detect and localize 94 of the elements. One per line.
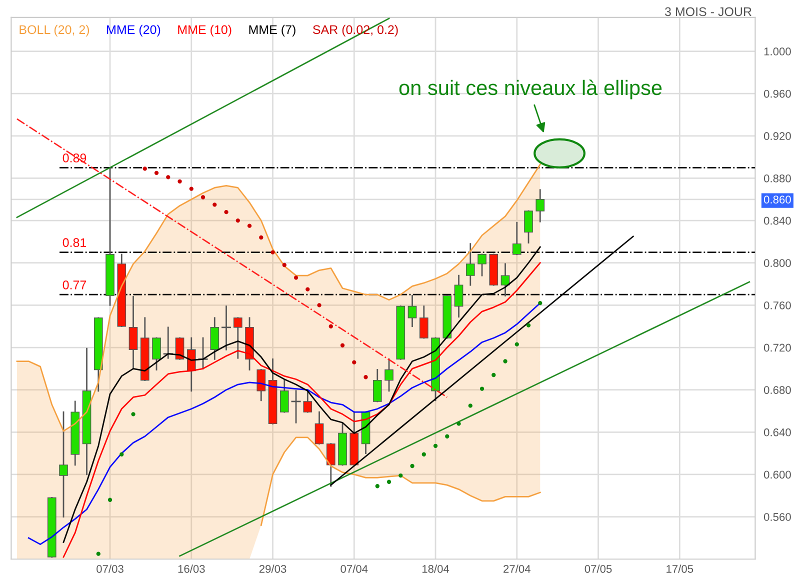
candlestick: [384, 358, 394, 392]
y-tick-label: 0.880: [764, 174, 791, 182]
point: [294, 276, 298, 280]
point: [154, 170, 159, 176]
candlestick: [408, 294, 417, 328]
point: [108, 498, 112, 502]
candlestick: [524, 210, 533, 244]
ref-line-label: 0.77: [62, 280, 86, 290]
candlestick: [326, 443, 336, 487]
point: [422, 452, 426, 456]
point: [236, 218, 240, 223]
point: [282, 262, 286, 268]
x-tick-label: 07/03: [96, 564, 124, 573]
ref-line-label: 0.81: [62, 238, 86, 248]
point: [480, 386, 484, 391]
point: [166, 175, 170, 180]
candlestick: [128, 296, 138, 370]
candlestick: [478, 254, 486, 276]
x-tick-label: 27/04: [504, 564, 530, 573]
chart-subtitle: 3 MOIS - JOUR: [664, 7, 752, 16]
text: BOLL (20, 2): [20, 24, 90, 37]
point: [398, 473, 403, 478]
candlestick: [466, 243, 475, 286]
y-tick-label: 0.760: [764, 301, 791, 310]
candlestick: [256, 369, 266, 402]
point: [120, 452, 124, 456]
x-tick-label: 18/04: [422, 564, 450, 573]
y-tick-label: 1.000: [764, 48, 791, 56]
x-tick-label: 29/03: [259, 564, 286, 573]
candlestick: [372, 369, 382, 402]
point: [433, 444, 438, 448]
point: [224, 210, 228, 214]
y-tick-label: 0.600: [764, 470, 791, 479]
point: [468, 404, 472, 408]
x-tick-label: 07/05: [584, 564, 612, 573]
point: [445, 434, 450, 438]
y-tick-label: 0.560: [764, 513, 791, 521]
point: [189, 186, 194, 191]
point: [386, 480, 392, 484]
candlestick: [419, 306, 428, 339]
candlestick: [210, 317, 220, 360]
point: [410, 464, 414, 468]
candlestick: [454, 274, 464, 318]
x-tick-label: 17/05: [666, 564, 694, 573]
candlestick: [536, 189, 545, 222]
point: [212, 202, 217, 207]
candlestick: [233, 317, 242, 359]
point: [514, 342, 519, 346]
point: [142, 166, 147, 171]
y-tick-label: 0.640: [764, 428, 791, 436]
text: MME (20): [107, 24, 160, 37]
y-tick-label: 0.960: [764, 90, 791, 98]
point: [364, 375, 368, 380]
point: [200, 195, 206, 200]
text: MME (10): [178, 24, 232, 37]
point: [352, 360, 356, 364]
point: [178, 179, 182, 184]
y-tick-label: 0.920: [764, 132, 791, 140]
line-series: [16, 164, 541, 432]
point: [270, 250, 275, 254]
candlestick: [500, 263, 510, 296]
point: [306, 287, 310, 292]
point: [456, 422, 461, 426]
candlestick: [59, 411, 68, 518]
point: [328, 324, 333, 328]
point: [340, 343, 345, 348]
candlestick: [512, 222, 522, 256]
point: [317, 303, 322, 308]
candlestick: [280, 380, 289, 413]
y-tick-label: 0.720: [764, 344, 791, 352]
candlestick: [222, 306, 232, 350]
point: [96, 552, 100, 556]
point: [259, 235, 264, 240]
y-tick-label: 0.840: [764, 216, 791, 225]
annotation: on suit ces niveaux là ellipse: [399, 80, 662, 100]
text: MME (7): [249, 24, 296, 37]
point: [526, 323, 531, 328]
y-tick-label: 0.680: [764, 386, 791, 394]
ref-line-label: 0.89: [62, 154, 86, 162]
x-tick-label: 16/03: [178, 564, 205, 573]
point: [247, 224, 252, 228]
candlestick: [314, 411, 324, 444]
point: [375, 484, 380, 488]
y-tick-label: 0.800: [764, 259, 791, 267]
y-tick-label: 0.860: [764, 196, 791, 204]
candlestick: [152, 337, 161, 370]
point: [492, 372, 496, 378]
line-series: [260, 436, 541, 526]
line-series: [28, 302, 541, 545]
candlestick: [303, 390, 312, 413]
candlestick: [175, 337, 184, 360]
point: [131, 412, 136, 416]
point: [538, 300, 542, 306]
x-tick-label: 07/04: [340, 564, 368, 573]
